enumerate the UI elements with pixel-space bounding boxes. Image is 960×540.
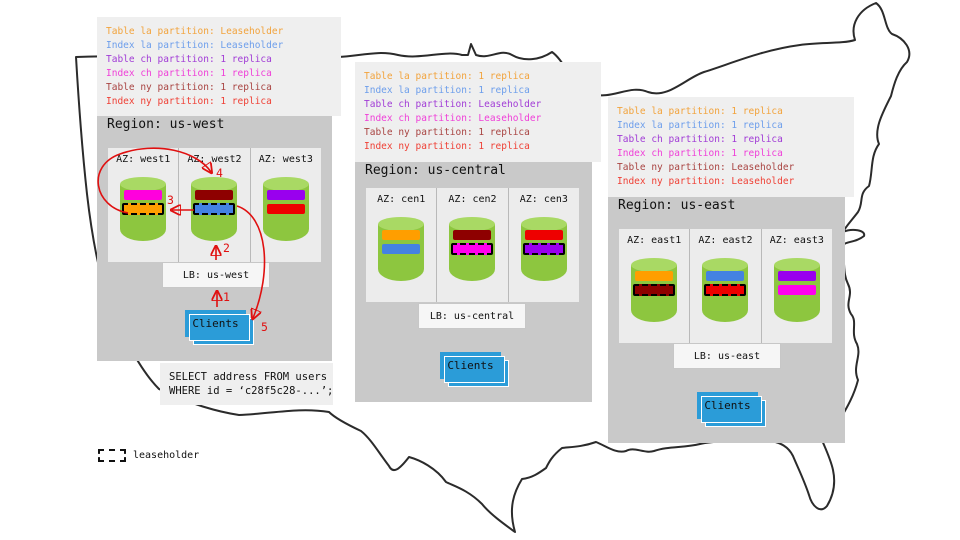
db-node-cylinder bbox=[520, 217, 567, 281]
load-balancer-us-west: LB: us-west bbox=[162, 262, 270, 288]
az-west2: AZ: west2 bbox=[179, 148, 251, 262]
partition-legend-us-central: Table la partition: 1 replica Index la p… bbox=[355, 62, 601, 162]
cylinder-top bbox=[631, 258, 677, 272]
clients-us-central: Clients bbox=[440, 352, 501, 379]
legend-line: Table ch partition: Leaseholder bbox=[364, 99, 542, 110]
legend-line: Index ny partition: 1 replica bbox=[106, 96, 272, 107]
legend-line: Index la partition: 1 replica bbox=[617, 120, 783, 131]
load-balancer-us-east: LB: us-east bbox=[673, 343, 781, 369]
legend-line: Index la partition: Leaseholder bbox=[106, 40, 284, 51]
db-node-cylinder bbox=[378, 217, 424, 281]
partition-bar bbox=[451, 243, 494, 255]
cylinder-top bbox=[262, 177, 309, 191]
db-node-cylinder bbox=[262, 177, 309, 241]
db-node-cylinder bbox=[120, 177, 166, 241]
partition-bar bbox=[266, 190, 305, 200]
az-west3: AZ: west3 bbox=[251, 148, 321, 262]
legend-line: Table la partition: 1 replica bbox=[364, 71, 530, 82]
az-cen1: AZ: cen1 bbox=[366, 188, 438, 302]
az-cen3: AZ: cen3 bbox=[509, 188, 579, 302]
legend-line: Table ch partition: 1 replica bbox=[106, 54, 272, 65]
cylinder-top bbox=[191, 177, 238, 191]
legend-line: Index ny partition: Leaseholder bbox=[617, 176, 795, 187]
partition-bar bbox=[382, 230, 420, 240]
legend-line: Index ch partition: 1 replica bbox=[106, 68, 272, 79]
partition-bar bbox=[777, 285, 816, 295]
az-label: AZ: west3 bbox=[258, 154, 313, 165]
legend-line: Table ch partition: 1 replica bbox=[617, 134, 783, 145]
region-panel-us-central: Region: us-central AZ: cen1 AZ: cen2 AZ:… bbox=[355, 154, 592, 402]
db-node-cylinder bbox=[702, 258, 749, 322]
az-east3: AZ: east3 bbox=[762, 229, 832, 343]
cylinder-top bbox=[449, 217, 496, 231]
db-node-cylinder bbox=[191, 177, 238, 241]
cylinder-top bbox=[520, 217, 567, 231]
az-label: AZ: cen1 bbox=[377, 194, 426, 205]
legend-line: Index ny partition: 1 replica bbox=[364, 141, 530, 152]
az-label: AZ: west2 bbox=[187, 154, 242, 165]
partition-bar bbox=[522, 243, 565, 255]
partition-bar bbox=[635, 271, 673, 281]
leaseholder-dashed-box-icon bbox=[98, 449, 126, 462]
partition-bar bbox=[122, 203, 164, 215]
sql-line-1: SELECT address FROM users bbox=[169, 371, 328, 383]
load-balancer-us-central: LB: us-central bbox=[418, 303, 526, 329]
partition-bar bbox=[453, 230, 492, 240]
az-label: AZ: east1 bbox=[627, 235, 682, 246]
partition-bar bbox=[382, 244, 420, 254]
region-title: Region: us-west bbox=[107, 117, 225, 132]
leaseholder-key: leaseholder bbox=[98, 449, 199, 462]
az-east2: AZ: east2 bbox=[690, 229, 762, 343]
legend-line: Index la partition: 1 replica bbox=[364, 85, 530, 96]
az-container: AZ: cen1 AZ: cen2 AZ: cen3 bbox=[366, 188, 579, 302]
cylinder-top bbox=[773, 258, 820, 272]
sql-line-2: WHERE id = ‘c28f5c28-...’; bbox=[169, 385, 334, 397]
az-container: AZ: west1 AZ: west2 AZ: west3 bbox=[108, 148, 321, 262]
partition-legend-us-east: Table la partition: 1 replica Index la p… bbox=[608, 97, 854, 197]
legend-line: Table la partition: 1 replica bbox=[617, 106, 783, 117]
legend-line: Table ny partition: 1 replica bbox=[364, 127, 530, 138]
az-container: AZ: east1 AZ: east2 AZ: east3 bbox=[619, 229, 832, 343]
cylinder-top bbox=[120, 177, 166, 191]
partition-bar bbox=[777, 271, 816, 281]
partition-bar bbox=[195, 190, 234, 200]
region-panel-us-east: Region: us-east AZ: east1 AZ: east2 AZ: … bbox=[608, 189, 845, 443]
leaseholder-key-label: leaseholder bbox=[133, 450, 200, 461]
db-node-cylinder bbox=[631, 258, 677, 322]
legend-line: Index ch partition: 1 replica bbox=[617, 148, 783, 159]
sql-query-box: SELECT address FROM users WHERE id = ‘c2… bbox=[160, 363, 333, 405]
partition-bar bbox=[124, 190, 162, 200]
db-node-cylinder bbox=[773, 258, 820, 322]
partition-bar bbox=[524, 230, 563, 240]
partition-bar bbox=[633, 284, 675, 296]
az-label: AZ: cen3 bbox=[519, 194, 568, 205]
partition-legend-us-west: Table la partition: Leaseholder Index la… bbox=[97, 17, 341, 116]
region-panel-us-west: Region: us-west AZ: west1 AZ: west2 AZ: … bbox=[97, 108, 332, 361]
partition-bar bbox=[704, 284, 747, 296]
az-cen2: AZ: cen2 bbox=[437, 188, 509, 302]
partition-bar bbox=[193, 203, 236, 215]
clients-us-east: Clients bbox=[697, 392, 758, 419]
region-title: Region: us-east bbox=[618, 198, 736, 213]
az-label: AZ: west1 bbox=[116, 154, 171, 165]
az-east1: AZ: east1 bbox=[619, 229, 691, 343]
region-title: Region: us-central bbox=[365, 163, 506, 178]
cylinder-top bbox=[378, 217, 424, 231]
clients-us-west: Clients bbox=[185, 310, 246, 337]
az-label: AZ: east2 bbox=[698, 235, 753, 246]
az-label: AZ: cen2 bbox=[448, 194, 497, 205]
az-label: AZ: east3 bbox=[769, 235, 824, 246]
partition-bar bbox=[266, 204, 305, 214]
legend-line: Table la partition: Leaseholder bbox=[106, 26, 284, 37]
legend-line: Index ch partition: Leaseholder bbox=[364, 113, 542, 124]
legend-line: Table ny partition: Leaseholder bbox=[617, 162, 795, 173]
cylinder-top bbox=[702, 258, 749, 272]
legend-line: Table ny partition: 1 replica bbox=[106, 82, 272, 93]
az-west1: AZ: west1 bbox=[108, 148, 180, 262]
partition-bar bbox=[706, 271, 745, 281]
db-node-cylinder bbox=[449, 217, 496, 281]
